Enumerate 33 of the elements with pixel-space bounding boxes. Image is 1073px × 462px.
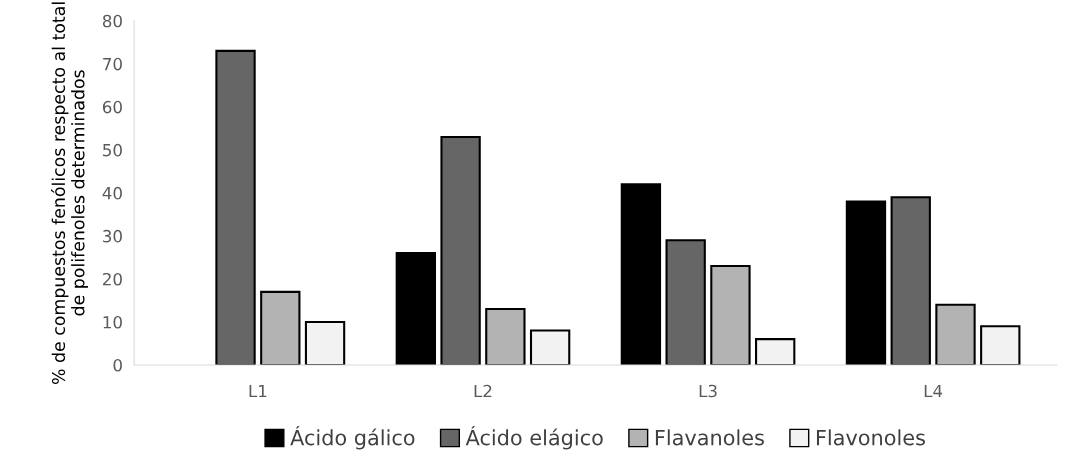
x-tick-label: L3 bbox=[699, 384, 717, 398]
bar bbox=[529, 329, 571, 365]
bar bbox=[980, 325, 1021, 365]
bar bbox=[485, 308, 526, 365]
x-tick-label: L4 bbox=[924, 384, 943, 398]
y-tick-label: 50 bbox=[103, 143, 122, 157]
y-tick-label: 40 bbox=[102, 186, 122, 200]
legend-label: Ácido elágico bbox=[465, 425, 603, 450]
bar bbox=[665, 239, 706, 365]
bar bbox=[710, 264, 751, 365]
y-axis-title: % de compuestos fenólicos respecto al total de polifenoles determinados bbox=[50, 2, 88, 385]
legend-label: Flavanoles bbox=[655, 429, 764, 446]
bar bbox=[845, 200, 887, 365]
bar bbox=[395, 252, 436, 365]
y-tick-label: 20 bbox=[103, 272, 122, 286]
y-tick-label: 30 bbox=[103, 229, 122, 243]
y-tick-label: 60 bbox=[102, 100, 122, 114]
bar bbox=[890, 196, 931, 365]
x-tick-label: L2 bbox=[474, 384, 492, 398]
y-tick-label: 10 bbox=[103, 315, 122, 329]
y-tick-label: 80 bbox=[102, 14, 122, 28]
legend-label: Flavonoles bbox=[816, 429, 925, 446]
y-tick-label: 0 bbox=[113, 358, 122, 372]
bar bbox=[440, 135, 481, 365]
bar bbox=[260, 290, 301, 365]
legend-label: Ácido gálico bbox=[290, 425, 415, 450]
y-tick-label: 70 bbox=[103, 57, 122, 71]
x-tick-label: L1 bbox=[249, 384, 267, 398]
bar bbox=[304, 320, 346, 365]
bar bbox=[935, 303, 976, 365]
bar bbox=[215, 49, 256, 365]
bar bbox=[755, 338, 796, 365]
bar bbox=[620, 183, 662, 365]
